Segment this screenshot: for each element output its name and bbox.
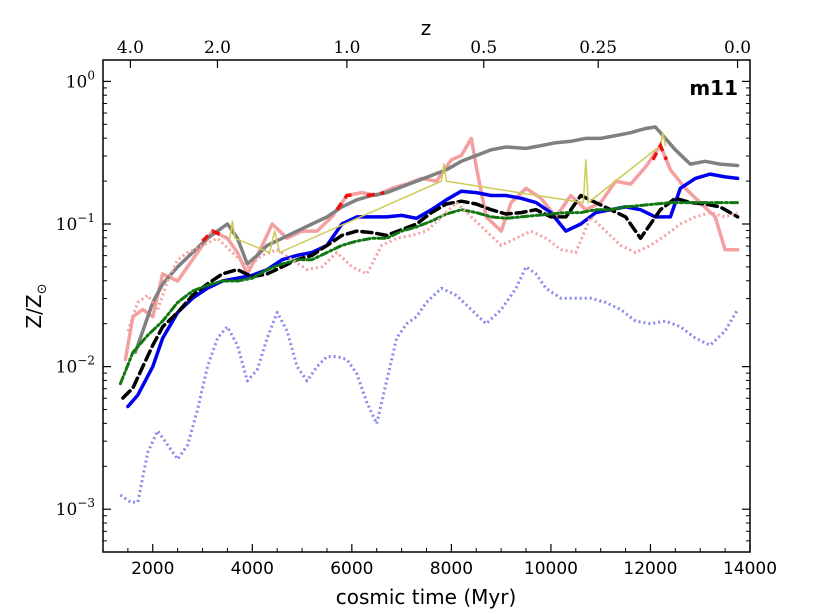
x-tick-label-4000: 4000 — [231, 559, 274, 579]
series-line-green-dashdot — [118, 201, 740, 386]
x-tick-label-2000: 2000 — [131, 559, 174, 579]
panel-label: m11 — [689, 76, 738, 100]
top-axis-title: z — [421, 16, 432, 40]
x-tick-label-8000: 8000 — [430, 559, 473, 579]
x-tick-label-12000: 12000 — [623, 559, 677, 579]
red-dash-overlay-1 — [335, 192, 358, 211]
top-tick-label-0: 4.0 — [117, 38, 144, 58]
x-tick-label-10000: 10000 — [524, 559, 578, 579]
series-line-lightblue-dotted — [119, 265, 739, 504]
red-dash-overlay-0 — [201, 229, 224, 243]
y-axis-title: Z/Z⊙ — [22, 283, 50, 328]
red-dash-overlay-3 — [651, 141, 669, 161]
top-tick-label-1: 2.0 — [204, 38, 231, 58]
top-tick-label-5: 0.0 — [724, 38, 751, 58]
series-line-black-dashed — [121, 193, 740, 400]
y-axis-title-sub: ⊙ — [35, 283, 50, 294]
top-tick-label-4: 0.25 — [579, 38, 617, 58]
x-tick-label-6000: 6000 — [330, 559, 373, 579]
x-axis-title: cosmic time (Myr) — [336, 585, 517, 609]
y-tick-label-1: 10−2 — [56, 354, 95, 378]
x-tick-label-14000: 14000 — [723, 559, 777, 579]
series-line-pink-dotted — [126, 201, 739, 332]
series-line-grey-solid — [133, 125, 740, 355]
red-dash-overlay-2 — [366, 190, 385, 198]
y-axis-title-main: Z/Z — [22, 294, 46, 328]
top-tick-label-2: 1.0 — [333, 38, 360, 58]
top-tick-label-3: 0.5 — [470, 38, 497, 58]
series-layer — [118, 125, 740, 504]
y-tick-label-2: 10−1 — [56, 211, 95, 235]
series-line-yellow-spikes — [229, 131, 667, 254]
y-tick-label-0: 10−3 — [56, 496, 95, 520]
svg-text:Z/Z⊙: Z/Z⊙ — [22, 283, 50, 328]
y-tick-label-3: 100 — [66, 68, 95, 92]
series-line-salmon-solid — [123, 136, 740, 362]
axis-layer: 2000 4000 6000 8000 10000 12000 14000 4.0 2.0 1.0… — [56, 38, 777, 579]
